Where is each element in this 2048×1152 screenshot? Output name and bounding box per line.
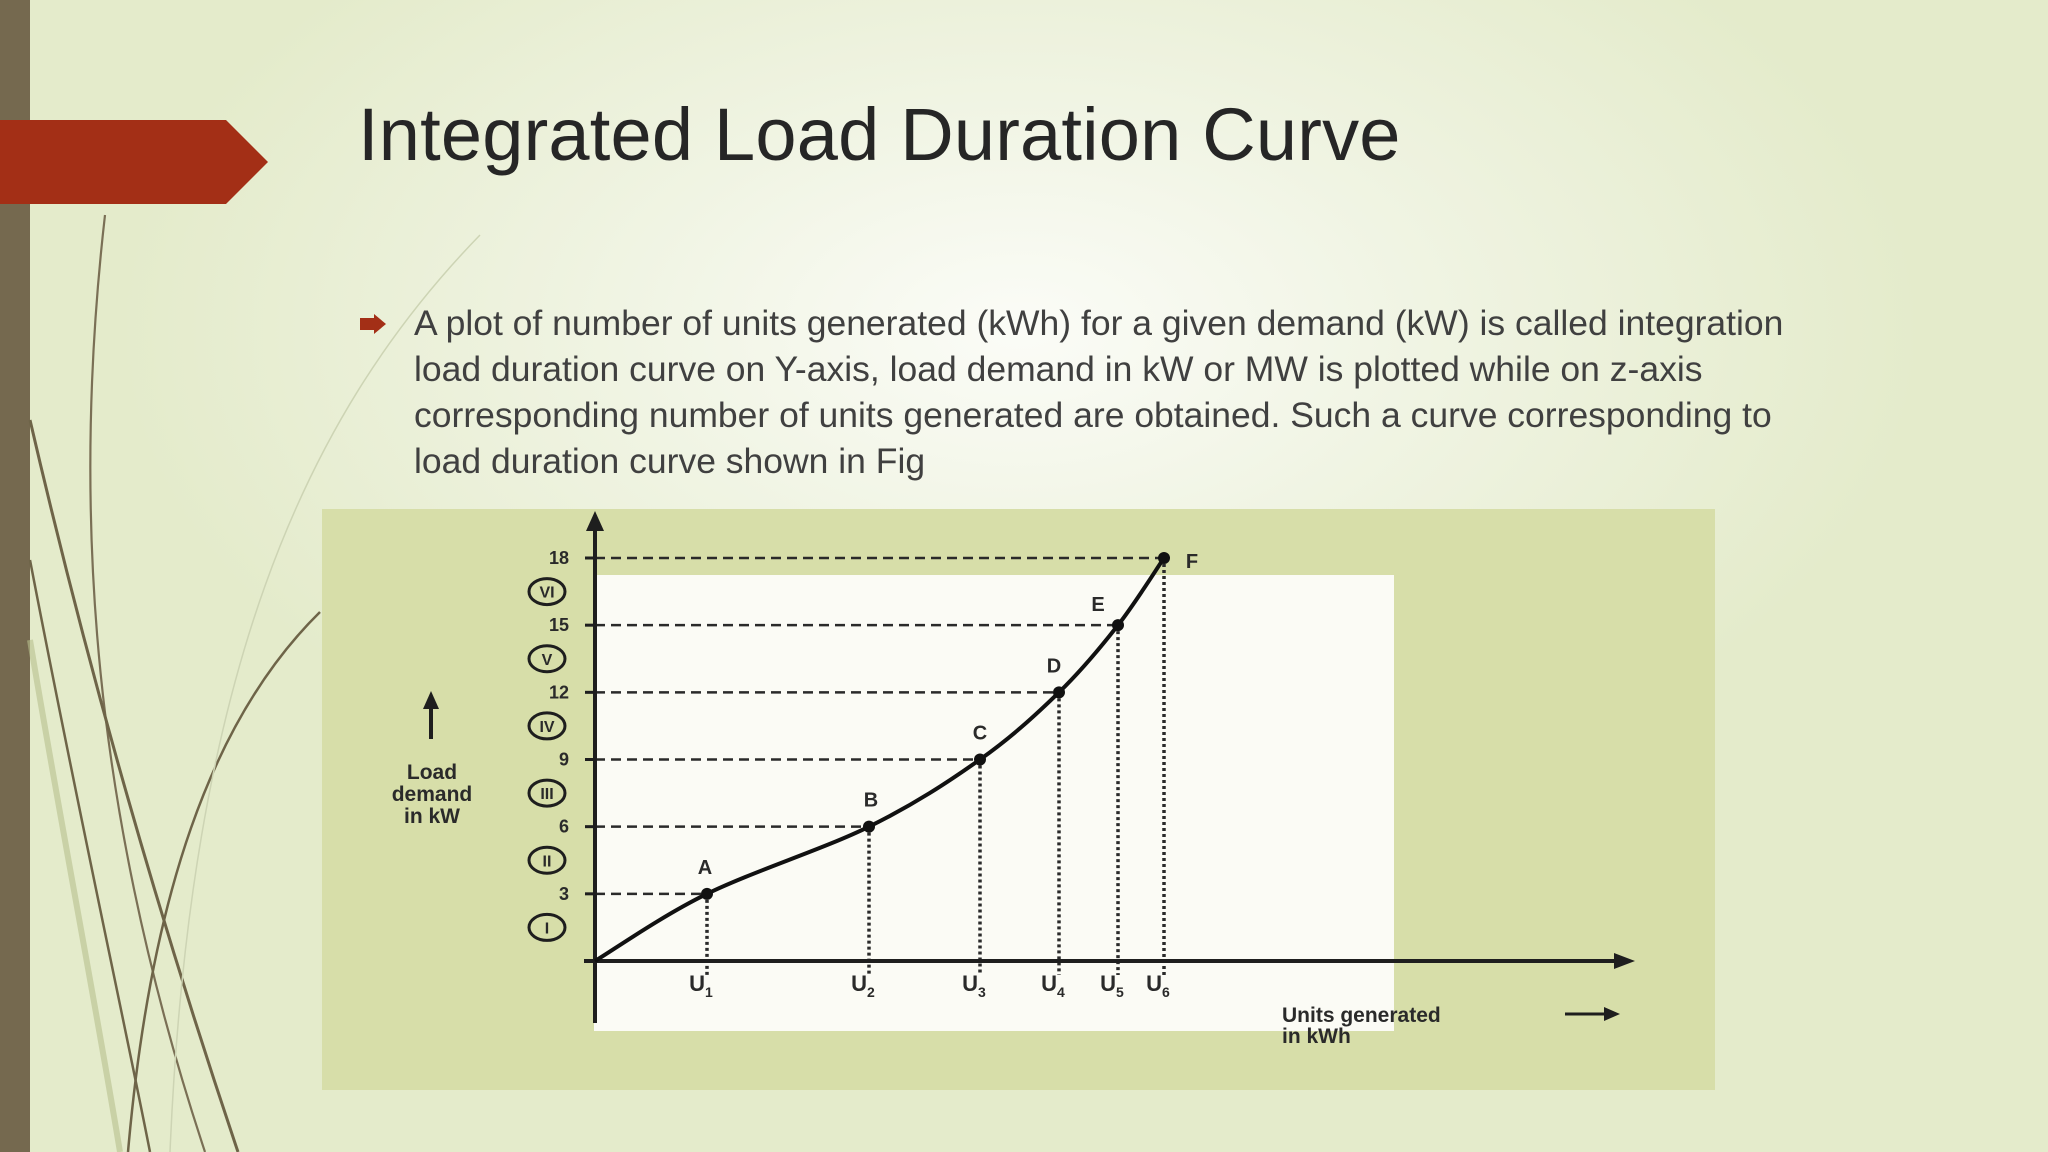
dashed-guides	[595, 556, 1166, 975]
zone-oval-4	[527, 711, 567, 741]
point-label-d: D	[1047, 655, 1061, 677]
data-point-d	[1053, 686, 1065, 699]
y-axis-arrowhead	[586, 511, 604, 531]
y-tick-label-3: 3	[559, 884, 569, 904]
point-label-b: B	[864, 790, 878, 812]
data-point-f	[1158, 552, 1170, 564]
x-label-line-1: Units generated	[1282, 1004, 1441, 1027]
right-arrow-icon-head	[1604, 1007, 1620, 1021]
curve-layer	[593, 552, 1170, 963]
zone-oval-2	[527, 845, 567, 875]
y-label-line-2: demand	[392, 783, 473, 806]
y-axis-label: Load demand in kW	[392, 691, 473, 828]
y-tick-label-18: 18	[549, 548, 569, 568]
y-tick-label-15: 15	[549, 615, 569, 635]
y-label-line-1: Load	[407, 761, 457, 784]
zone-oval-3	[527, 778, 567, 808]
right-arrow-bullet-icon	[360, 314, 386, 334]
title-marker-arrow	[0, 120, 268, 204]
x-label-line-2: in kWh	[1282, 1025, 1351, 1048]
data-point-a	[701, 887, 713, 900]
data-point-e	[1112, 619, 1124, 632]
zone-oval-1	[527, 912, 567, 942]
zone-oval-6	[527, 577, 567, 607]
zone-label-4: IV	[539, 719, 554, 736]
x-axis-arrowhead	[1614, 953, 1635, 969]
up-arrow-icon-head	[423, 691, 439, 709]
bullet-text: A plot of number of units generated (kWh…	[414, 303, 1784, 481]
plot-area	[594, 575, 1394, 1031]
decorative-curves	[27, 214, 481, 1152]
point-label-e: E	[1091, 594, 1104, 616]
slide-title: Integrated Load Duration Curve	[358, 93, 1401, 176]
zone-label-5: V	[542, 652, 553, 669]
zone-label-3: III	[540, 786, 553, 803]
data-point-c	[974, 753, 986, 766]
point-label-c: C	[973, 723, 987, 745]
point-label-a: A	[698, 857, 712, 879]
x-axis-label: Units generated in kWh	[1282, 1004, 1620, 1048]
point-label-f: F	[1186, 551, 1198, 573]
zone-label-1: I	[545, 920, 549, 937]
y-tick-label-9: 9	[559, 750, 569, 770]
data-point-b	[863, 820, 875, 833]
y-tick-label-6: 6	[559, 817, 569, 837]
zone-oval-5	[527, 644, 567, 674]
y-label-line-3: in kW	[404, 805, 460, 828]
zone-label-2: II	[543, 853, 552, 870]
load-duration-figure: A B C D E F 3 6 9 12 15 18 I II III IV V VI U1 U2 U3 U4 U5 U6 L…	[322, 509, 1715, 1090]
y-tick-label-12: 12	[549, 682, 569, 702]
zone-label-6: VI	[539, 585, 554, 602]
